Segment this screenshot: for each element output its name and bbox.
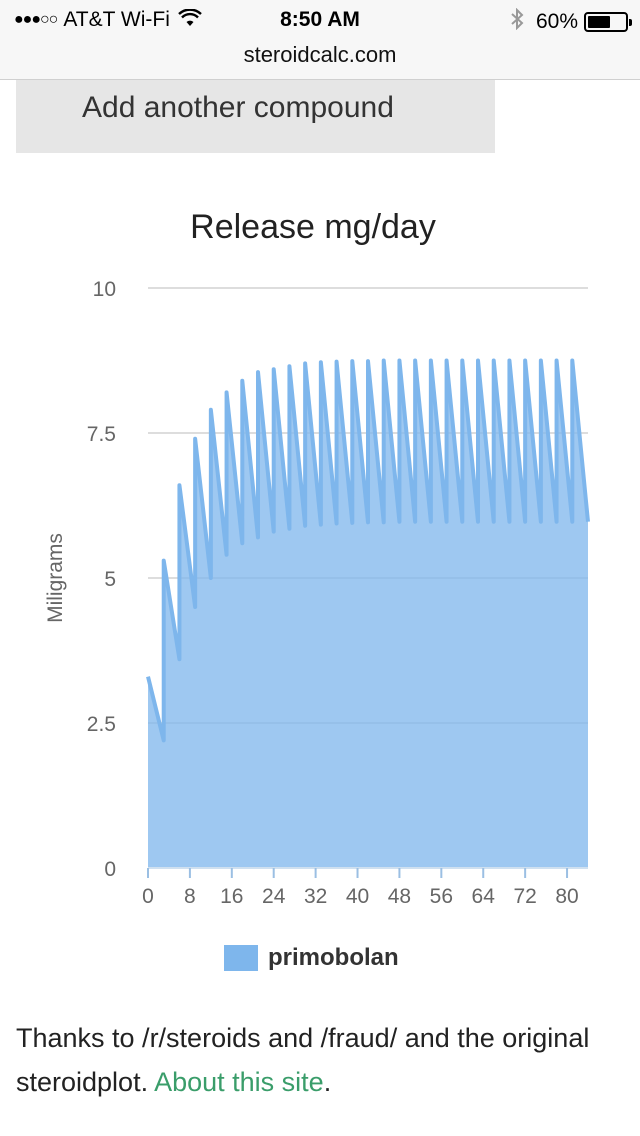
- wifi-icon: [178, 7, 202, 32]
- add-compound-button[interactable]: Add another compound: [16, 80, 495, 153]
- legend-label: primobolan: [268, 944, 399, 971]
- x-tick-label: 32: [304, 885, 327, 908]
- x-tick-label: 0: [142, 885, 154, 908]
- legend-swatch: [224, 945, 258, 971]
- y-axis-title: Miligrams: [44, 533, 67, 623]
- chart-title: Release mg/day: [190, 208, 436, 246]
- y-tick-label: 7.5: [87, 423, 116, 446]
- release-chart: 0 2.5 5 7.5 10 0 8 16 24 32 40 48 56 64 72 80: [87, 278, 590, 908]
- signal-strength-icon: ●●●○○: [14, 11, 58, 28]
- battery-fill: [588, 16, 610, 28]
- x-tick-label: 8: [184, 885, 196, 908]
- x-tick-label: 80: [555, 885, 578, 908]
- battery-icon: [584, 12, 632, 32]
- x-tick-label: 24: [262, 885, 286, 908]
- y-tick-label: 0: [104, 858, 116, 881]
- x-tick-label: 16: [220, 885, 243, 908]
- footer-period: .: [323, 1067, 332, 1097]
- x-tick-label: 48: [388, 885, 411, 908]
- battery-percent: 60%: [535, 10, 578, 33]
- y-tick-label: 10: [93, 278, 116, 301]
- about-link[interactable]: About this site: [154, 1067, 324, 1097]
- url-bar[interactable]: steroidcalc.com: [0, 40, 640, 80]
- bluetooth-icon: [510, 7, 524, 36]
- x-tick-label: 64: [472, 885, 496, 908]
- footer-text: Thanks to /r/steroids and /fraud/ and th…: [16, 1016, 626, 1104]
- status-right: 60%: [510, 7, 632, 36]
- footer-thanks: Thanks to /r/steroids and /fraud/ and th…: [16, 1023, 590, 1097]
- x-tick-label: 72: [513, 885, 536, 908]
- y-tick-label: 2.5: [87, 713, 116, 736]
- status-left: ●●●○○ AT&T Wi-Fi: [14, 7, 202, 32]
- chart-legend[interactable]: primobolan: [224, 944, 399, 972]
- carrier-label: AT&T Wi-Fi: [63, 8, 170, 31]
- x-tick-label: 40: [346, 885, 369, 908]
- y-tick-label: 5: [104, 568, 116, 591]
- status-bar: ●●●○○ AT&T Wi-Fi 8:50 AM 60%: [0, 0, 640, 40]
- x-tick-label: 56: [430, 885, 453, 908]
- series-line-primobolan: [146, 358, 590, 743]
